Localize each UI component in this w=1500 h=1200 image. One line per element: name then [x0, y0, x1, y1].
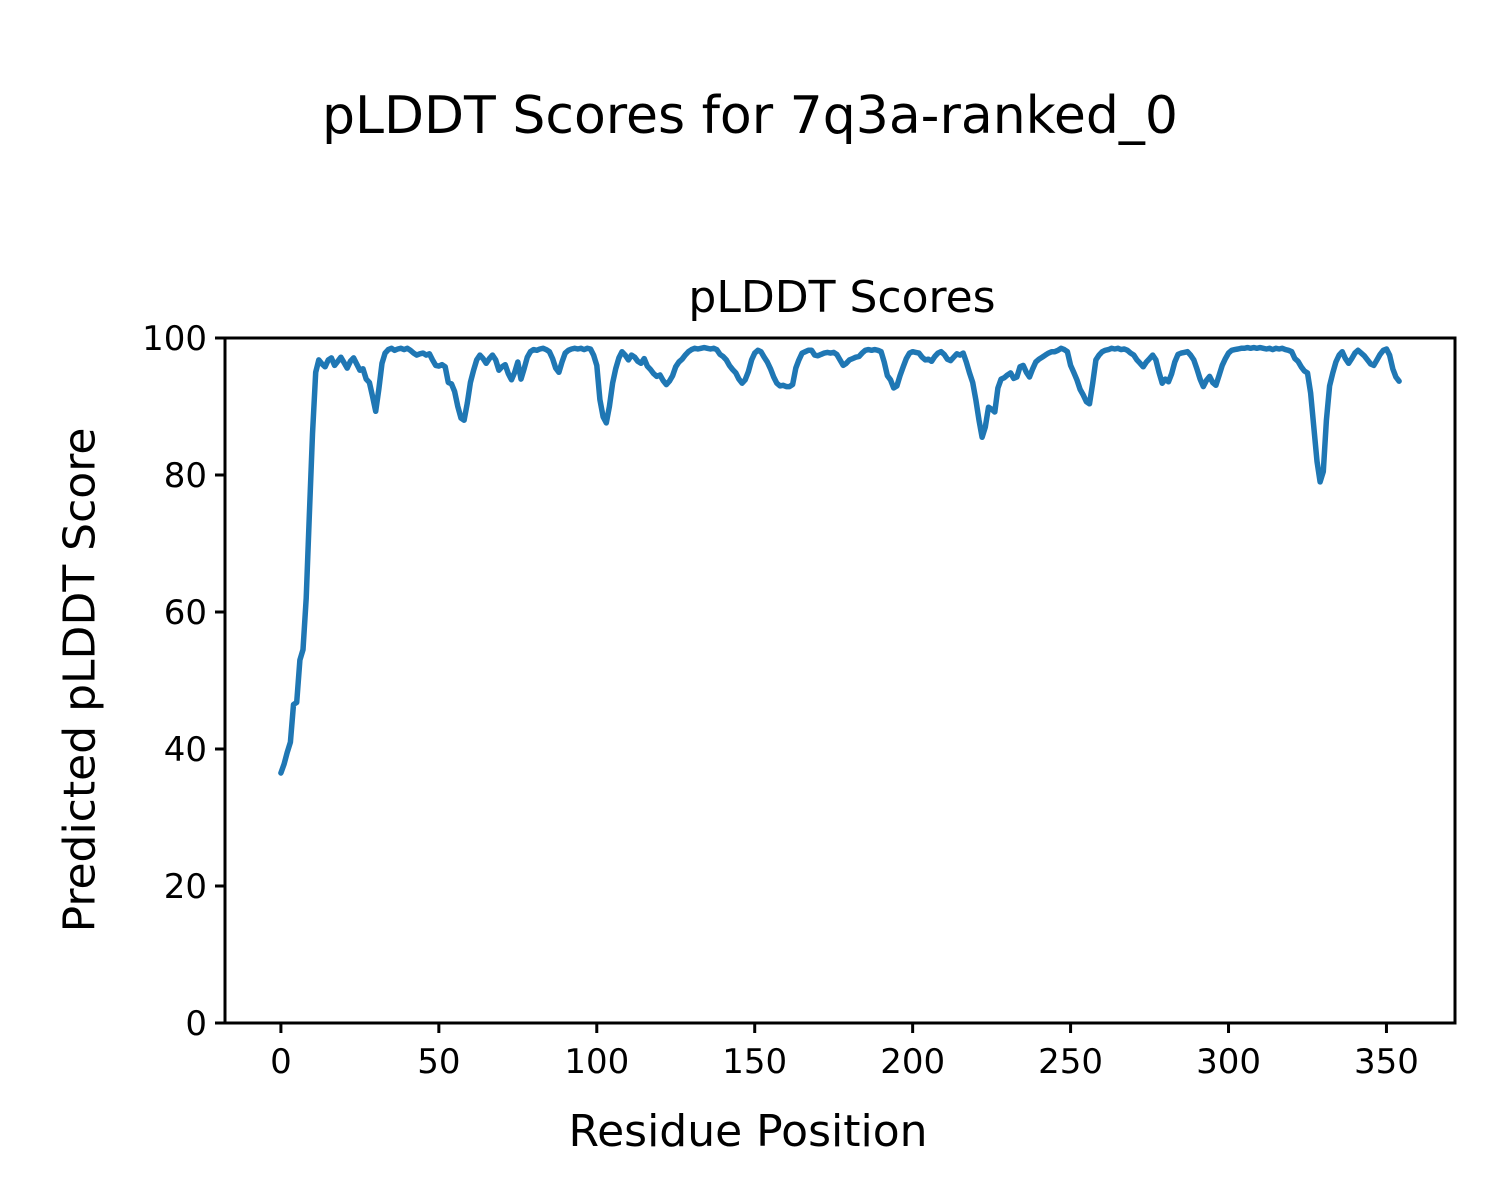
x-axis-label: Residue Position — [568, 1106, 928, 1157]
y-tick-label: 20 — [164, 867, 207, 907]
figure-title: pLDDT Scores for 7q3a-ranked_0 — [322, 86, 1178, 146]
x-tick-label: 350 — [1354, 1042, 1419, 1082]
axes-title: pLDDT Scores — [688, 272, 996, 323]
x-tick-label: 200 — [880, 1042, 945, 1082]
x-tick-label: 0 — [270, 1042, 292, 1082]
x-tick-label: 250 — [1038, 1042, 1103, 1082]
axis-tick-labels: 0 50 100 150 200 250 300 350 0 20 40 60 80 100 — [142, 319, 1419, 1082]
x-tick-label: 300 — [1196, 1042, 1261, 1082]
y-tick-label: 60 — [164, 593, 207, 633]
x-tick-label: 150 — [722, 1042, 787, 1082]
x-tick-label: 100 — [564, 1042, 629, 1082]
plot-spines — [223, 336, 1457, 1025]
y-tick-label: 80 — [164, 456, 207, 496]
y-tick-label: 100 — [142, 319, 207, 359]
y-tick-label: 40 — [164, 730, 207, 770]
plddt-line — [278, 344, 1402, 776]
axis-ticks — [215, 336, 1388, 1033]
y-tick-label: 0 — [185, 1004, 207, 1044]
x-tick-label: 50 — [417, 1042, 460, 1082]
